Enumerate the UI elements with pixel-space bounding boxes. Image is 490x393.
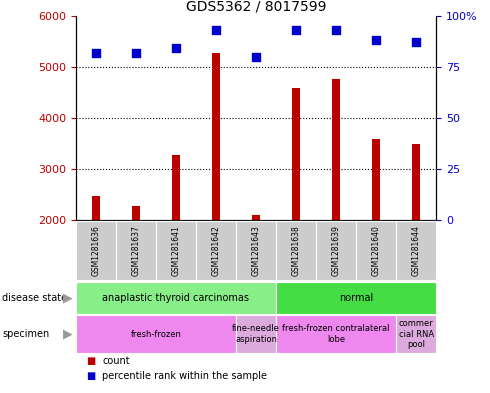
Point xyxy=(332,27,340,33)
Text: fresh-frozen contralateral
lobe: fresh-frozen contralateral lobe xyxy=(282,324,390,344)
Text: ■: ■ xyxy=(86,371,95,381)
Text: specimen: specimen xyxy=(2,329,49,339)
Bar xyxy=(276,221,316,280)
Point xyxy=(172,45,180,51)
Bar xyxy=(293,88,300,220)
Bar xyxy=(396,221,436,280)
Point xyxy=(212,27,220,33)
Text: count: count xyxy=(102,356,130,366)
Text: GSM1281636: GSM1281636 xyxy=(92,225,100,276)
Bar xyxy=(212,53,220,220)
Bar xyxy=(413,145,420,220)
Text: GSM1281641: GSM1281641 xyxy=(172,225,180,276)
Bar xyxy=(196,221,236,280)
Text: GSM1281644: GSM1281644 xyxy=(412,225,420,276)
Text: ■: ■ xyxy=(86,356,95,366)
Point xyxy=(412,39,420,46)
Text: commer
cial RNA
pool: commer cial RNA pool xyxy=(398,319,434,349)
Point xyxy=(92,50,100,56)
Title: GDS5362 / 8017599: GDS5362 / 8017599 xyxy=(186,0,326,13)
Text: ▶: ▶ xyxy=(63,291,73,304)
Bar xyxy=(252,215,260,220)
Text: GSM1281640: GSM1281640 xyxy=(371,225,381,276)
Bar xyxy=(276,282,436,314)
Bar xyxy=(332,79,340,220)
Bar xyxy=(92,196,99,220)
Text: fine-needle
aspiration: fine-needle aspiration xyxy=(232,324,280,344)
Bar xyxy=(236,221,276,280)
Bar xyxy=(76,315,236,353)
Bar xyxy=(156,221,196,280)
Point xyxy=(292,27,300,33)
Bar xyxy=(276,315,396,353)
Bar xyxy=(356,221,396,280)
Text: GSM1281642: GSM1281642 xyxy=(212,225,220,276)
Bar xyxy=(236,315,276,353)
Point xyxy=(252,53,260,60)
Text: fresh-frozen: fresh-frozen xyxy=(130,330,181,338)
Text: GSM1281639: GSM1281639 xyxy=(332,225,341,276)
Bar xyxy=(172,155,180,220)
Point xyxy=(132,50,140,56)
Point xyxy=(372,37,380,43)
Text: ▶: ▶ xyxy=(63,327,73,341)
Bar xyxy=(116,221,156,280)
Text: percentile rank within the sample: percentile rank within the sample xyxy=(102,371,268,381)
Bar xyxy=(76,221,116,280)
Bar xyxy=(132,206,140,220)
Bar xyxy=(372,140,380,220)
Text: anaplastic thyroid carcinomas: anaplastic thyroid carcinomas xyxy=(102,293,249,303)
Text: normal: normal xyxy=(339,293,373,303)
Text: disease state: disease state xyxy=(2,293,68,303)
Text: GSM1281637: GSM1281637 xyxy=(131,225,141,276)
Text: GSM1281643: GSM1281643 xyxy=(251,225,261,276)
Bar xyxy=(396,315,436,353)
Bar xyxy=(76,282,276,314)
Bar xyxy=(317,221,356,280)
Text: GSM1281638: GSM1281638 xyxy=(292,225,300,276)
